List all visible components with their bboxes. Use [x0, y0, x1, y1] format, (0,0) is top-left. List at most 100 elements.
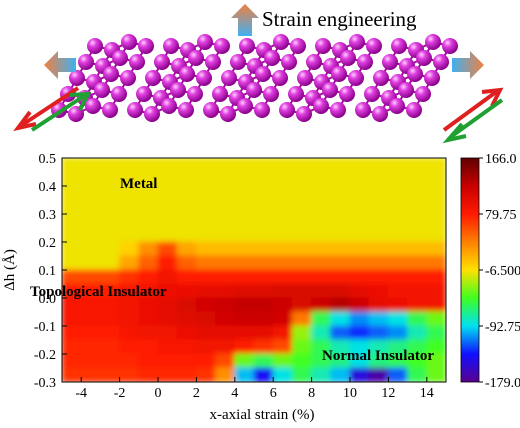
heat-cell	[349, 367, 370, 382]
heat-cell	[62, 227, 82, 243]
heat-cell	[291, 199, 313, 215]
heat-cell	[349, 339, 370, 355]
heat-cell	[291, 158, 313, 173]
atom	[197, 34, 213, 50]
heat-cell	[291, 339, 313, 355]
heat-cell	[253, 255, 274, 271]
heat-cell	[234, 297, 255, 313]
heat-cell	[234, 353, 255, 369]
heat-cell	[272, 185, 293, 201]
heat-cell	[426, 283, 446, 299]
heat-cell	[291, 283, 313, 299]
heat-cell	[80, 283, 101, 299]
atom	[296, 106, 312, 122]
heat-cell	[311, 297, 332, 313]
heat-cell	[157, 158, 178, 173]
atom	[239, 38, 255, 54]
heat-cell	[80, 367, 101, 382]
heat-cell	[291, 297, 313, 313]
heat-cell	[215, 241, 236, 257]
heat-cell	[330, 171, 351, 187]
lattice-illustration	[51, 34, 458, 122]
atom	[214, 38, 230, 54]
heat-cell	[195, 241, 217, 257]
heat-cell	[426, 339, 446, 355]
heat-cell	[215, 185, 236, 201]
heat-cell	[387, 213, 409, 229]
atom	[279, 102, 295, 118]
heat-cell	[330, 158, 351, 173]
heat-cell	[253, 283, 274, 299]
heat-cell	[349, 241, 370, 257]
heat-cell	[215, 158, 236, 173]
heat-cell	[176, 297, 197, 313]
atom	[348, 70, 364, 86]
atom	[203, 102, 219, 118]
heat-cell	[387, 367, 409, 382]
atom	[111, 86, 127, 102]
atom	[433, 54, 449, 70]
heat-cell	[311, 311, 332, 327]
x-tick-label: 8	[308, 386, 315, 401]
heat-cell	[176, 269, 197, 285]
atom	[161, 98, 177, 114]
heat-cell	[80, 227, 101, 243]
atom	[366, 38, 382, 54]
heat-cell	[272, 241, 293, 257]
heat-cell	[62, 339, 82, 355]
heat-cell	[157, 241, 178, 257]
heat-cell	[426, 213, 446, 229]
heat-cell	[253, 171, 274, 187]
heat-cell	[407, 227, 428, 243]
y-tick-label: -0.1	[34, 320, 56, 335]
heat-cell	[349, 227, 370, 243]
heat-cell	[234, 339, 255, 355]
atom	[120, 70, 136, 86]
heat-cell	[368, 213, 389, 229]
heat-cell	[138, 367, 159, 382]
heat-cell	[215, 227, 236, 243]
heat-cell	[368, 171, 389, 187]
heatmap	[62, 158, 446, 382]
heat-cell	[195, 255, 217, 271]
heat-cell	[176, 283, 197, 299]
heat-cell	[119, 367, 140, 382]
atom	[127, 102, 143, 118]
heat-cell	[234, 213, 255, 229]
heat-cell	[387, 283, 409, 299]
heat-cell	[99, 171, 121, 187]
x-tick-label: 14	[420, 386, 434, 401]
atom	[144, 106, 160, 122]
heat-cell	[272, 283, 293, 299]
heat-cell	[195, 227, 217, 243]
atom	[85, 98, 101, 114]
atom	[415, 86, 431, 102]
heat-cell	[176, 199, 197, 215]
heat-cell	[234, 227, 255, 243]
heat-cell	[157, 269, 178, 285]
y-tick-label: 0.3	[39, 208, 57, 223]
heat-cell	[349, 325, 370, 341]
heat-cell	[311, 269, 332, 285]
heat-cell	[291, 367, 313, 382]
heat-cell	[99, 283, 121, 299]
atom	[87, 38, 103, 54]
heat-cell	[291, 255, 313, 271]
heat-cell	[253, 241, 274, 257]
heat-cell	[253, 353, 274, 369]
heat-cell	[426, 171, 446, 187]
heat-cell	[176, 255, 197, 271]
heat-cell	[215, 339, 236, 355]
atom	[424, 70, 440, 86]
heat-cell	[234, 185, 255, 201]
heat-cell	[62, 185, 82, 201]
heat-cell	[176, 353, 197, 369]
colorbar-tick-label: -92.75	[485, 320, 520, 335]
y-tick-label: -0.3	[34, 376, 56, 391]
atom	[94, 82, 110, 98]
heat-cell	[330, 199, 351, 215]
y-tick-label: 0.4	[39, 180, 57, 195]
heat-cell	[330, 311, 351, 327]
atom	[255, 66, 271, 82]
